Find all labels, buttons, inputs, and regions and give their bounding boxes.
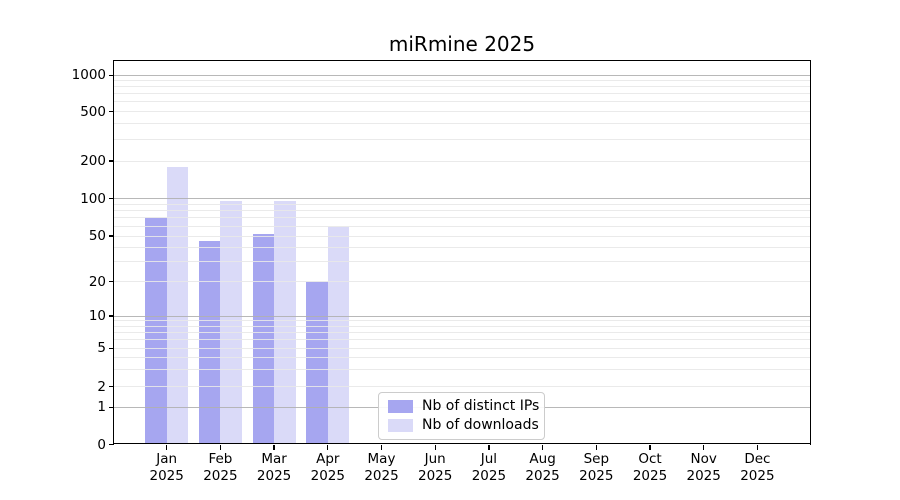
y-tick-mark <box>108 197 114 200</box>
bar-downloads-apr <box>327 227 350 445</box>
gridline-minor <box>114 357 810 359</box>
legend-label-downloads: Nb of downloads <box>422 417 539 433</box>
legend-label-distinct-ips: Nb of distinct IPs <box>422 398 540 414</box>
gridline-major <box>114 198 810 199</box>
x-tick-label: Aug 2025 <box>525 451 560 484</box>
x-tick-label: Oct 2025 <box>632 451 668 484</box>
x-tick-mark <box>756 444 759 450</box>
y-tick-mark <box>108 315 114 317</box>
y-tick-mark <box>108 386 114 388</box>
bar-distinct-ips-mar <box>252 233 275 445</box>
x-tick-label: Mar 2025 <box>256 451 292 484</box>
bar-distinct-ips-apr <box>306 281 328 445</box>
y-tick-mark <box>108 74 114 76</box>
gridline-minor <box>114 138 810 140</box>
y-tick-mark <box>108 347 114 349</box>
y-tick-label: 100 <box>80 190 106 207</box>
x-tick-label: May 2025 <box>364 451 399 484</box>
gridline-minor <box>114 80 810 82</box>
gridline-minor <box>114 369 810 371</box>
spine-bottom <box>113 443 811 445</box>
gridline-minor <box>114 160 810 162</box>
bar-distinct-ips-jan <box>145 217 167 445</box>
gridline-minor <box>114 281 810 283</box>
gridline-minor <box>114 101 810 103</box>
y-tick-label: 10 <box>88 308 106 324</box>
gridline-minor <box>114 246 810 248</box>
y-tick-label: 50 <box>88 228 106 244</box>
bar-downloads-feb <box>220 200 242 445</box>
y-tick-label: 500 <box>80 103 106 120</box>
x-tick-mark <box>541 444 544 450</box>
bar-downloads-mar <box>274 200 296 445</box>
x-tick-label: Nov 2025 <box>686 451 721 484</box>
y-tick-mark <box>108 406 114 408</box>
gridline-minor <box>114 347 810 349</box>
y-tick-label: 1000 <box>71 67 106 84</box>
x-tick-label: Dec 2025 <box>740 451 775 484</box>
y-tick-mark <box>108 110 114 113</box>
gridline-minor <box>114 210 810 212</box>
x-tick-mark <box>327 444 329 450</box>
legend-swatch-distinct-ips <box>388 400 413 413</box>
bar-downloads-jan <box>166 167 189 445</box>
y-tick-label: 5 <box>97 340 106 357</box>
x-tick-label: Jun 2025 <box>418 451 453 484</box>
x-tick-mark <box>273 444 275 450</box>
bar-distinct-ips-feb <box>198 241 221 445</box>
gridline-minor <box>114 123 810 125</box>
x-tick-mark <box>380 444 383 450</box>
gridline-minor <box>114 217 810 219</box>
gridline-major <box>114 74 810 76</box>
x-tick-mark <box>166 444 168 450</box>
x-tick-label: Jan 2025 <box>149 451 184 484</box>
y-tick-label: 200 <box>80 153 106 169</box>
x-tick-mark <box>219 444 222 450</box>
x-tick-mark <box>703 444 705 450</box>
gridline-major <box>114 315 810 317</box>
spine-top <box>113 59 811 61</box>
gridline-minor <box>114 339 810 341</box>
x-tick-label: Jul 2025 <box>471 451 507 484</box>
gridline-minor <box>114 320 810 322</box>
x-tick-label: Feb 2025 <box>203 451 238 484</box>
gridline-minor <box>114 86 810 88</box>
plot-area: 0 1 2 5 10 20 50 100 200 500 1000 Jan 2025 Feb 2025 M… <box>72 59 812 484</box>
gridline-minor <box>114 203 810 205</box>
x-tick-mark <box>595 444 597 450</box>
y-tick-label: 2 <box>97 378 106 395</box>
spine-right <box>810 60 812 445</box>
legend-item-distinct-ips: Nb of distinct IPs <box>379 397 544 416</box>
legend-swatch-downloads <box>388 419 413 432</box>
y-tick-label: 0 <box>97 436 106 453</box>
gridline-minor <box>114 260 810 262</box>
x-tick-mark <box>488 444 490 450</box>
gridline-minor <box>114 111 810 112</box>
legend: Nb of distinct IPs Nb of downloads <box>378 392 545 440</box>
gridline-minor <box>114 93 810 95</box>
y-tick-label: 20 <box>88 273 106 290</box>
y-tick-label: 1 <box>97 399 106 416</box>
legend-item-downloads: Nb of downloads <box>379 416 544 435</box>
y-tick-mark <box>108 235 114 237</box>
x-tick-label: Sep 2025 <box>579 451 614 484</box>
y-tick-mark <box>108 160 114 162</box>
chart-title: miRmine 2025 <box>388 32 536 56</box>
gridline-minor <box>114 225 810 227</box>
gridline-minor <box>114 325 810 327</box>
x-tick-mark <box>649 444 651 450</box>
gridline-minor <box>114 235 810 237</box>
y-tick-mark <box>108 443 114 446</box>
y-tick-mark <box>108 281 114 283</box>
gridline-minor <box>114 332 810 334</box>
gridline-minor <box>114 386 810 388</box>
x-tick-label: Apr 2025 <box>310 451 345 484</box>
x-tick-mark <box>434 444 436 450</box>
spine-left <box>112 60 114 445</box>
